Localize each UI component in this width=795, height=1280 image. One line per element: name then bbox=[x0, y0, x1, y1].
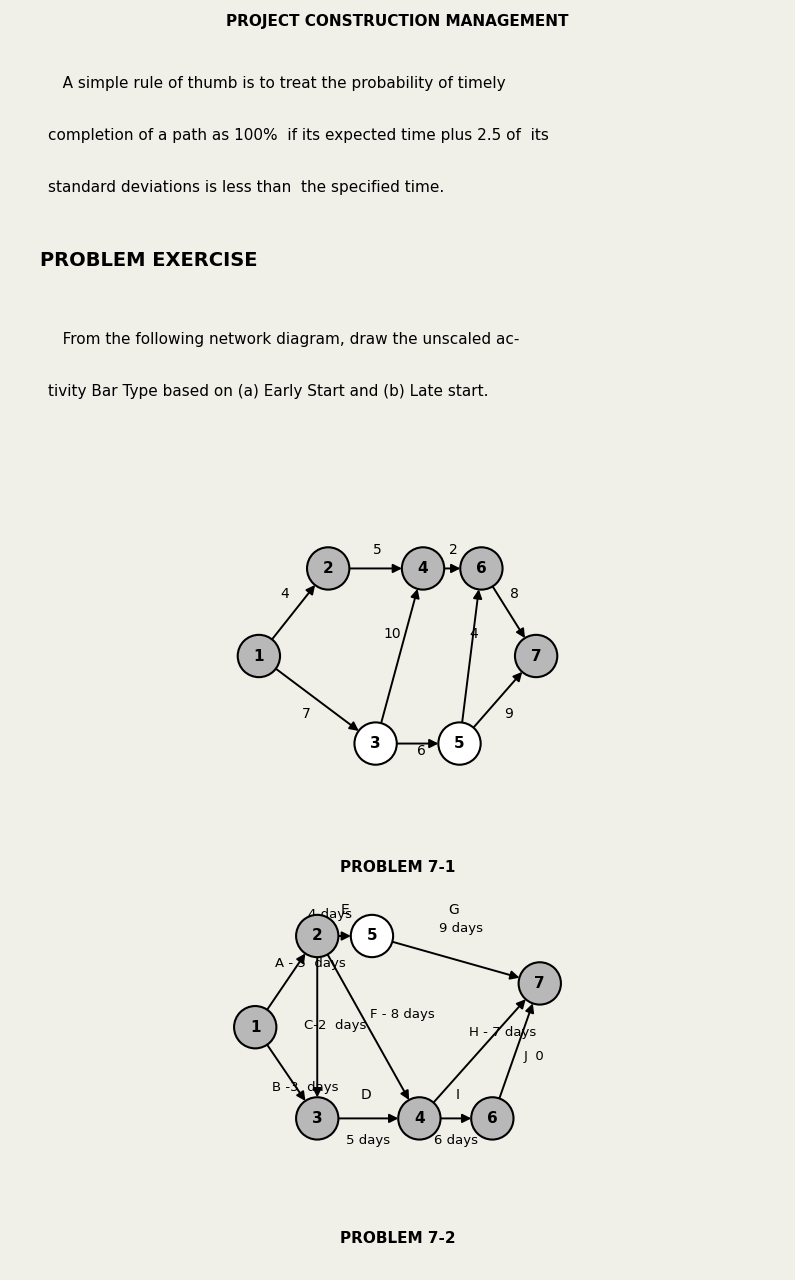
Circle shape bbox=[296, 915, 339, 957]
Text: 8: 8 bbox=[510, 588, 518, 602]
Circle shape bbox=[515, 635, 557, 677]
Text: 4: 4 bbox=[414, 1111, 425, 1126]
Text: 9 days: 9 days bbox=[440, 922, 483, 936]
Text: 6: 6 bbox=[487, 1111, 498, 1126]
Circle shape bbox=[296, 1097, 339, 1139]
Text: 7: 7 bbox=[531, 649, 541, 663]
Circle shape bbox=[234, 1006, 277, 1048]
Text: PROBLEM EXERCISE: PROBLEM EXERCISE bbox=[40, 251, 258, 270]
Text: A - 5  days: A - 5 days bbox=[275, 957, 346, 970]
Text: 6: 6 bbox=[476, 561, 487, 576]
Text: B -3  days: B -3 days bbox=[272, 1080, 338, 1094]
Text: 5: 5 bbox=[366, 928, 378, 943]
Text: 2: 2 bbox=[323, 561, 334, 576]
Circle shape bbox=[471, 1097, 514, 1139]
Text: 1: 1 bbox=[250, 1020, 261, 1034]
Text: 9: 9 bbox=[504, 708, 514, 722]
Circle shape bbox=[351, 915, 393, 957]
Text: tivity Bar Type based on (a) Early Start and (b) Late start.: tivity Bar Type based on (a) Early Start… bbox=[48, 384, 488, 398]
Text: A simple rule of thumb is to treat the probability of timely: A simple rule of thumb is to treat the p… bbox=[48, 76, 506, 91]
Text: D: D bbox=[361, 1088, 372, 1102]
Circle shape bbox=[307, 548, 349, 590]
Circle shape bbox=[518, 963, 561, 1005]
Text: 4: 4 bbox=[280, 588, 289, 602]
Text: 4: 4 bbox=[469, 627, 478, 641]
Circle shape bbox=[398, 1097, 440, 1139]
Text: 6: 6 bbox=[417, 744, 425, 758]
Text: 3: 3 bbox=[370, 736, 381, 751]
Text: PROJECT CONSTRUCTION MANAGEMENT: PROJECT CONSTRUCTION MANAGEMENT bbox=[227, 14, 568, 29]
Text: From the following network diagram, draw the unscaled ac-: From the following network diagram, draw… bbox=[48, 332, 519, 347]
Text: F - 8 days: F - 8 days bbox=[370, 1007, 435, 1021]
Text: G: G bbox=[448, 904, 460, 918]
Text: 1: 1 bbox=[254, 649, 264, 663]
Text: 4 days: 4 days bbox=[308, 908, 352, 920]
Text: completion of a path as 100%  if its expected time plus 2.5 of  its: completion of a path as 100% if its expe… bbox=[48, 128, 549, 143]
Circle shape bbox=[438, 722, 481, 764]
Circle shape bbox=[355, 722, 397, 764]
Text: standard deviations is less than  the specified time.: standard deviations is less than the spe… bbox=[48, 180, 444, 195]
Circle shape bbox=[238, 635, 280, 677]
Text: 7: 7 bbox=[534, 975, 545, 991]
Circle shape bbox=[460, 548, 502, 590]
Text: 3: 3 bbox=[312, 1111, 323, 1126]
Text: 5 days: 5 days bbox=[347, 1134, 390, 1147]
Text: C-2  days: C-2 days bbox=[304, 1019, 366, 1032]
Text: 2: 2 bbox=[312, 928, 323, 943]
Text: 5: 5 bbox=[454, 736, 465, 751]
Text: J  0: J 0 bbox=[523, 1050, 544, 1062]
Text: 6 days: 6 days bbox=[434, 1134, 478, 1147]
Text: PROBLEM 7-1: PROBLEM 7-1 bbox=[339, 860, 456, 876]
Text: 5: 5 bbox=[373, 543, 382, 557]
Text: 4: 4 bbox=[417, 561, 429, 576]
Text: PROBLEM 7-2: PROBLEM 7-2 bbox=[339, 1231, 456, 1247]
Text: 10: 10 bbox=[383, 627, 401, 641]
Text: E: E bbox=[340, 904, 349, 918]
Text: 7: 7 bbox=[302, 708, 311, 722]
Text: I: I bbox=[456, 1088, 460, 1102]
Text: 2: 2 bbox=[448, 543, 457, 557]
Circle shape bbox=[402, 548, 444, 590]
Text: H - 7 days: H - 7 days bbox=[468, 1027, 536, 1039]
